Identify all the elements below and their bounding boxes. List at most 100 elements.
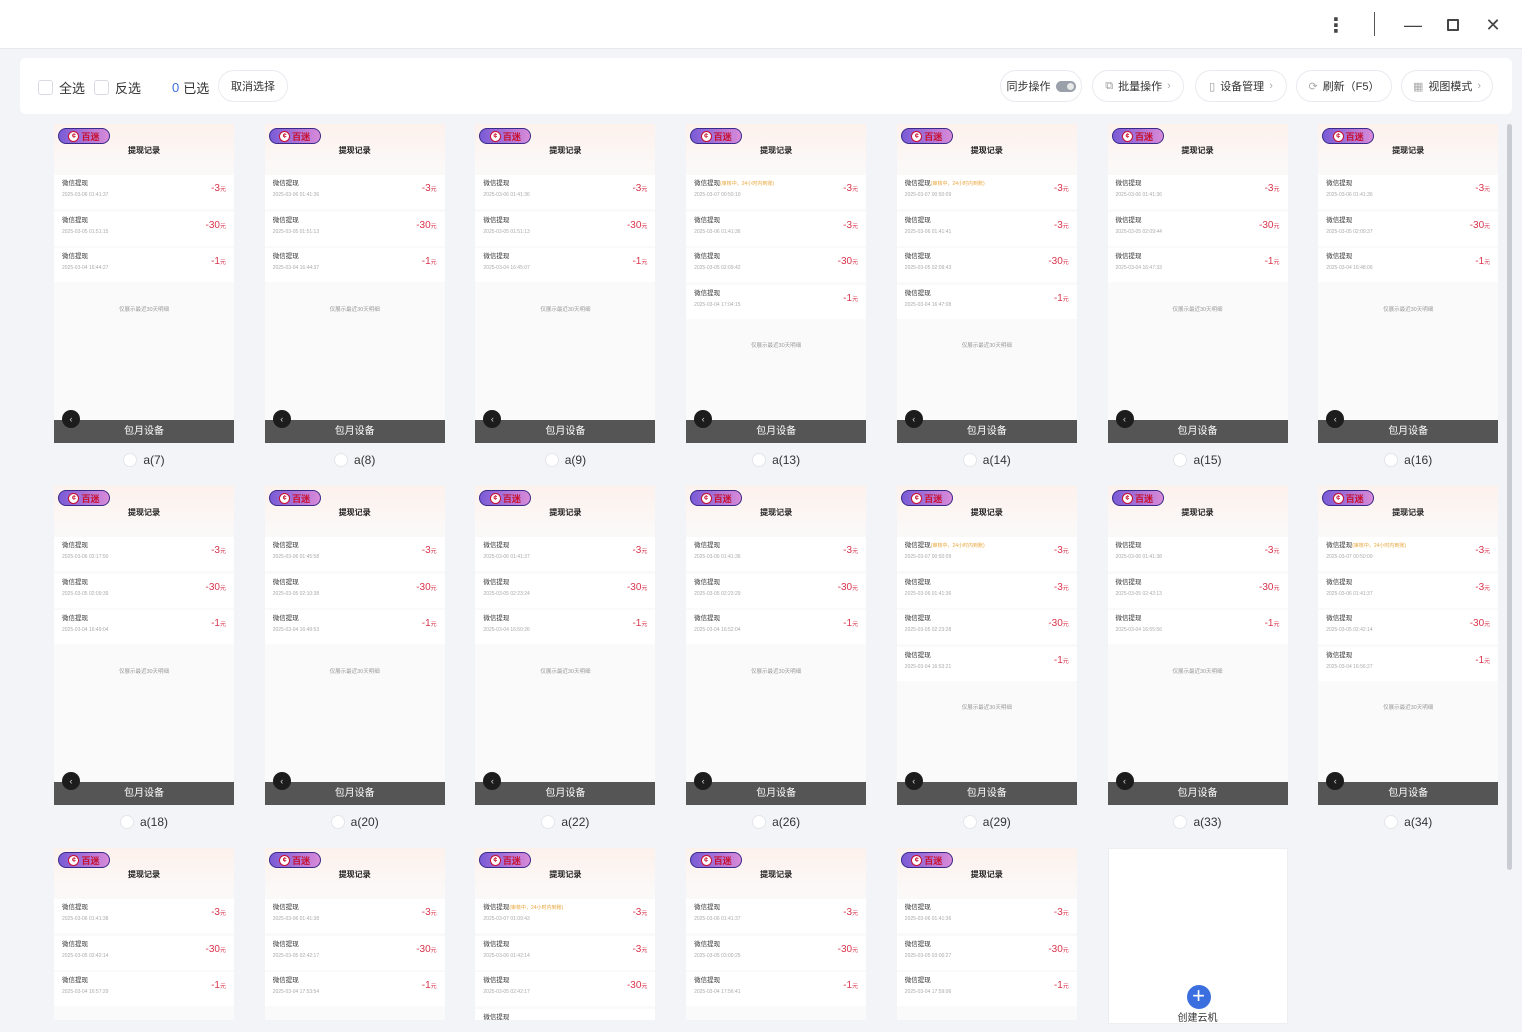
sync-toggle[interactable]: 同步操作 — [1000, 70, 1082, 102]
device-screen[interactable]: ¢ 百迷 提现记录 微信提现 2025-03-06 01:41:36 -3元 微信提现 202… — [264, 124, 445, 420]
back-button[interactable]: ‹ — [694, 772, 713, 790]
record-date: 2025-03-05 02:42:14 — [62, 952, 109, 959]
device-screen[interactable]: ¢ 百迷 提现记录 微信提现 2025-03-06 01:45:58 -3元 微信提现 202… — [264, 486, 445, 782]
device-screen[interactable]: ¢ 百迷 提现记录 微信提现(审核中，24小时内到账) 2025-03-07 00:50… — [1318, 486, 1499, 782]
record-date: 2025-03-04 16:57:29 — [62, 989, 109, 995]
device-card[interactable]: ¢ 百迷 提现记录 微信提现 2025-03-06 01:41:36 -3元 微信提现 202… — [475, 124, 656, 477]
add-device-card[interactable]: + 创建云机 — [1107, 848, 1288, 1024]
device-checkbox[interactable] — [962, 453, 977, 467]
device-card[interactable]: ¢ 百迷 提现记录 微信提现(审核中，24小时内到账) 2025-03-07 00:50… — [686, 124, 867, 477]
device-checkbox[interactable] — [334, 453, 349, 467]
device-screen[interactable]: ¢ 百迷 提现记录 微信提现 2025-03-06 01:41:37 -3元 微信提现 202… — [475, 486, 656, 782]
device-card[interactable]: ¢ 百迷 提现记录 微信提现(审核中，24小时内到账) 2025-03-07 00:50… — [896, 124, 1077, 477]
device-screen[interactable]: ¢ 百迷 提现记录 微信提现 2025-03-06 01:41:37 -3元 微信提现 202… — [54, 124, 234, 420]
device-checkbox[interactable] — [752, 815, 767, 829]
back-button[interactable]: ‹ — [62, 410, 80, 428]
back-button[interactable]: ‹ — [62, 772, 80, 790]
device-card[interactable]: ¢ 百迷 提现记录 微信提现 2025-03-06 01:41:37 -3元 微信提现 202… — [54, 124, 234, 477]
device-screen[interactable]: ¢ 百迷 提现记录 微信提现(审核中，24小时内到账) 2025-03-07 00:50… — [896, 486, 1077, 782]
device-screen[interactable]: ¢ 百迷 提现记录 微信提现 2025-03-06 02:17:50 -3元 微信提现 202… — [54, 486, 234, 782]
plus-icon[interactable]: + — [1186, 985, 1211, 1009]
device-checkbox[interactable] — [544, 453, 559, 467]
device-name: a(15) — [1193, 453, 1222, 467]
device-card[interactable]: ¢ 百迷 提现记录 微信提现 2025-03-06 01:41:38 -3元 微信提现 202… — [264, 848, 445, 1020]
device-screen[interactable]: ¢ 百迷 提现记录 微信提现 2025-03-06 01:41:38 -3元 微信提现 202… — [54, 848, 234, 1020]
batch-button[interactable]: ⧉ 批量操作 › — [1092, 70, 1184, 102]
divider — [1374, 12, 1375, 36]
device-screen[interactable]: ¢ 百迷 提现记录 微信提现(审核中，24小时内到账) 2025-03-07 00:50… — [896, 124, 1077, 420]
device-checkbox[interactable] — [1173, 453, 1188, 467]
device-card[interactable]: ¢ 百迷 提现记录 微信提现 2025-03-06 02:17:50 -3元 微信提现 202… — [54, 486, 234, 839]
device-checkbox[interactable] — [330, 815, 345, 829]
toggle-switch[interactable] — [1055, 80, 1076, 92]
refresh-label: 刷新（F5） — [1322, 81, 1380, 93]
scrollbar[interactable] — [1507, 124, 1512, 870]
back-button[interactable]: ‹ — [904, 410, 923, 428]
amount-unit: 元 — [641, 223, 648, 230]
device-checkbox[interactable] — [752, 453, 767, 467]
refresh-button[interactable]: ⟳ 刷新（F5） — [1296, 70, 1392, 102]
back-button[interactable]: ‹ — [272, 410, 291, 428]
plan-label-bar: 包月设备 — [896, 420, 1077, 443]
view-mode-button[interactable]: ▦ 视图模式 › — [1401, 70, 1493, 102]
device-card[interactable]: ¢ 百迷 提现记录 微信提现(审核中，24小时内到账) 2025-03-07 00:50… — [1318, 486, 1499, 839]
amount-value: -30 — [626, 581, 642, 593]
device-checkbox[interactable] — [541, 815, 556, 829]
device-card[interactable]: ¢ 百迷 提现记录 微信提现 2025-03-06 01:41:37 -3元 微信提现 202… — [475, 486, 656, 839]
device-card[interactable]: ¢ 百迷 提现记录 微信提现 2025-03-06 01:41:36 -3元 微信提现 202… — [1318, 124, 1499, 477]
amount-unit: 元 — [1062, 296, 1069, 303]
kebab-menu-icon[interactable]: ⋮ — [1326, 14, 1346, 37]
back-button[interactable]: ‹ — [1326, 772, 1345, 790]
device-screen[interactable]: ¢ 百迷 提现记录 微信提现 2025-03-06 01:41:38 -3元 微信提现 202… — [1107, 486, 1288, 782]
amount-value: -3 — [1264, 183, 1274, 194]
back-button[interactable]: ‹ — [483, 410, 502, 428]
back-button[interactable]: ‹ — [483, 772, 502, 790]
invert-selection-checkbox[interactable]: 反选 — [94, 78, 141, 97]
device-checkbox[interactable] — [1384, 453, 1399, 467]
device-checkbox[interactable] — [1384, 815, 1399, 829]
device-card[interactable]: ¢ 百迷 提现记录 微信提现 2025-03-06 01:41:38 -3元 微信提现 202… — [54, 848, 234, 1020]
withdraw-record: 微信提现 2025-03-06 01:41:38 -3元 — [54, 899, 234, 933]
device-card[interactable]: ¢ 百迷 提现记录 微信提现(审核中，24小时内到账) 2025-03-07 00:50… — [896, 486, 1077, 839]
device-screen[interactable]: ¢ 百迷 提现记录 微信提现(审核中，24小时内到账) 2025-03-07 00:50… — [686, 124, 867, 420]
device-card[interactable]: ¢ 百迷 提现记录 微信提现 2025-03-06 01:41:36 -3元 微信提现 202… — [264, 124, 445, 477]
device-screen[interactable]: ¢ 百迷 提现记录 微信提现(审核中，24小时内到账) 2025-03-07 01:09… — [475, 848, 656, 1020]
back-button[interactable]: ‹ — [904, 772, 923, 790]
device-card[interactable]: ¢ 百迷 提现记录 微信提现 2025-03-06 01:45:58 -3元 微信提现 202… — [264, 486, 445, 839]
maximize-icon[interactable] — [1440, 12, 1466, 38]
device-screen[interactable]: ¢ 百迷 提现记录 微信提现 2025-03-06 01:41:36 -3元 微信提现 202… — [686, 486, 867, 782]
back-button[interactable]: ‹ — [1326, 410, 1345, 428]
amount-value: -30 — [205, 219, 220, 231]
record-date: 2025-03-06 01:41:36 — [694, 554, 741, 560]
select-all-checkbox[interactable]: 全选 — [38, 78, 85, 97]
device-screen[interactable]: ¢ 百迷 提现记录 微信提现 2025-03-06 01:41:36 -3元 微信提现 202… — [1107, 124, 1288, 420]
device-card[interactable]: ¢ 百迷 提现记录 微信提现 2025-03-06 01:41:38 -3元 微信提现 202… — [1107, 486, 1288, 839]
device-card[interactable]: ¢ 百迷 提现记录 微信提现 2025-03-06 01:41:36 -3元 微信提现 202… — [1107, 124, 1288, 477]
device-card[interactable]: ¢ 百迷 提现记录 微信提现(审核中，24小时内到账) 2025-03-07 01:09… — [475, 848, 656, 1020]
close-icon[interactable]: ✕ — [1485, 14, 1501, 35]
device-screen[interactable]: ¢ 百迷 提现记录 微信提现 2025-03-06 01:41:36 -3元 微信提现 202… — [896, 848, 1077, 1020]
device-label: a(13) — [686, 443, 866, 477]
back-button[interactable]: ‹ — [272, 772, 291, 790]
device-card[interactable]: ¢ 百迷 提现记录 微信提现 2025-03-06 01:41:37 -3元 微信提现 202… — [686, 848, 867, 1020]
device-screen[interactable]: ¢ 百迷 提现记录 微信提现 2025-03-06 01:41:36 -3元 微信提现 202… — [475, 124, 656, 420]
device-checkbox[interactable] — [123, 453, 138, 467]
device-checkbox[interactable] — [1173, 815, 1188, 829]
plan-label-bar: 包月设备 — [1318, 782, 1499, 805]
record-type: 微信提现 — [904, 542, 931, 549]
back-button[interactable]: ‹ — [1115, 772, 1134, 790]
device-card[interactable]: ¢ 百迷 提现记录 微信提现 2025-03-06 01:41:36 -3元 微信提现 202… — [686, 486, 867, 839]
minimize-icon[interactable]: — — [1404, 14, 1422, 35]
device-screen[interactable]: ¢ 百迷 提现记录 微信提现 2025-03-06 01:41:38 -3元 微信提现 202… — [264, 848, 445, 1020]
amount-unit: 元 — [430, 984, 437, 990]
device-card[interactable]: ¢ 百迷 提现记录 微信提现 2025-03-06 01:41:36 -3元 微信提现 202… — [896, 848, 1077, 1020]
clear-selection-button[interactable]: 取消选择 — [218, 70, 288, 102]
device-checkbox[interactable] — [119, 815, 134, 829]
device-screen[interactable]: ¢ 百迷 提现记录 微信提现 2025-03-06 01:41:37 -3元 微信提现 202… — [686, 848, 867, 1020]
back-button[interactable]: ‹ — [1115, 410, 1134, 428]
device-checkbox[interactable] — [962, 815, 977, 829]
device-screen[interactable]: ¢ 百迷 提现记录 微信提现 2025-03-06 01:41:36 -3元 微信提现 202… — [1318, 124, 1499, 420]
records-footer: 仅展示最近30天明细 — [961, 343, 1012, 349]
device-management-button[interactable]: ▯ 设备管理 › — [1195, 70, 1287, 102]
back-button[interactable]: ‹ — [694, 410, 713, 428]
